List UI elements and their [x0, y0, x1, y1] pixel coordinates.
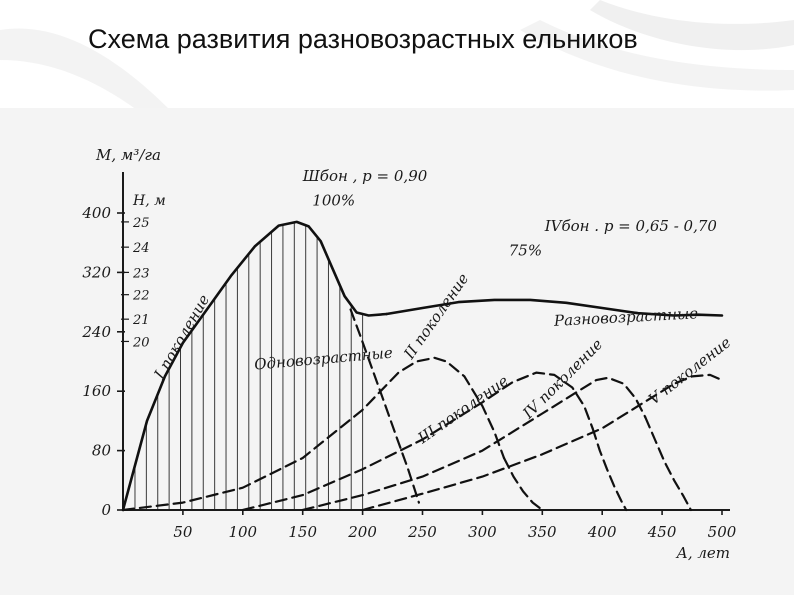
series-line [121, 356, 506, 512]
y-tick-label: 160 [82, 382, 111, 400]
h-tick-label: 23 [132, 266, 150, 281]
chart-annotation: V поколение [645, 333, 734, 408]
chart-annotation: Разновозрастные [553, 304, 699, 330]
series-line [349, 308, 420, 504]
series-line [591, 427, 628, 512]
x-tick-label: 100 [228, 523, 257, 541]
y-tick-label: 400 [81, 204, 111, 222]
x-tick-label: 200 [347, 523, 377, 541]
series-lines [121, 220, 724, 512]
h-tick-label: 25 [132, 216, 150, 231]
x-tick-label: 350 [528, 523, 557, 541]
series-line [644, 416, 692, 512]
chart-annotation: II поколение [400, 270, 473, 363]
x-axis-title: А, лет [675, 544, 730, 562]
h-tick-label: 22 [132, 289, 150, 304]
y-tick-label: 0 [101, 501, 111, 519]
chart-annotation: 100% [312, 192, 355, 210]
h-axis-title: Н, м [132, 193, 166, 209]
chart-annotation: IV поколение [519, 335, 607, 423]
chart-annotation: Шбон , р = 0,90 [302, 167, 428, 185]
x-tick-label: 300 [468, 523, 497, 541]
x-tick-label: 500 [708, 523, 737, 541]
x-tick-label: 250 [407, 523, 437, 541]
series-line [361, 373, 724, 512]
h-tick-label: 20 [132, 335, 150, 350]
x-tick-label: 50 [173, 523, 193, 541]
x-tick-label: 150 [288, 523, 317, 541]
slide-title: Схема развития разновозрастных ельников [88, 24, 638, 54]
x-tick-label: 450 [647, 523, 677, 541]
chart-annotation: 75% [509, 241, 542, 259]
y-axis-title: М, м³/га [95, 146, 161, 164]
hatch-area [134, 222, 364, 510]
chart-annotation: IVбон . р = 0,65 - 0,70 [544, 217, 718, 235]
x-tick-label: 400 [587, 523, 617, 541]
axes [117, 172, 730, 515]
series-line [502, 456, 544, 512]
series-line [241, 371, 594, 512]
y-tick-label: 80 [92, 442, 112, 460]
y-tick-label: 320 [82, 263, 111, 281]
y-tick-label: 240 [81, 323, 111, 341]
chart-annotation: Одновозрастные [254, 344, 394, 374]
chart-labels: 0 80 160 240 320 400 50 100 150 200 250 300 350 400 45… [81, 146, 736, 562]
h-tick-label: 24 [132, 241, 150, 256]
series-line [385, 298, 724, 317]
series-line [121, 220, 388, 512]
series-line [301, 376, 647, 512]
h-tick-label: 21 [132, 313, 150, 328]
